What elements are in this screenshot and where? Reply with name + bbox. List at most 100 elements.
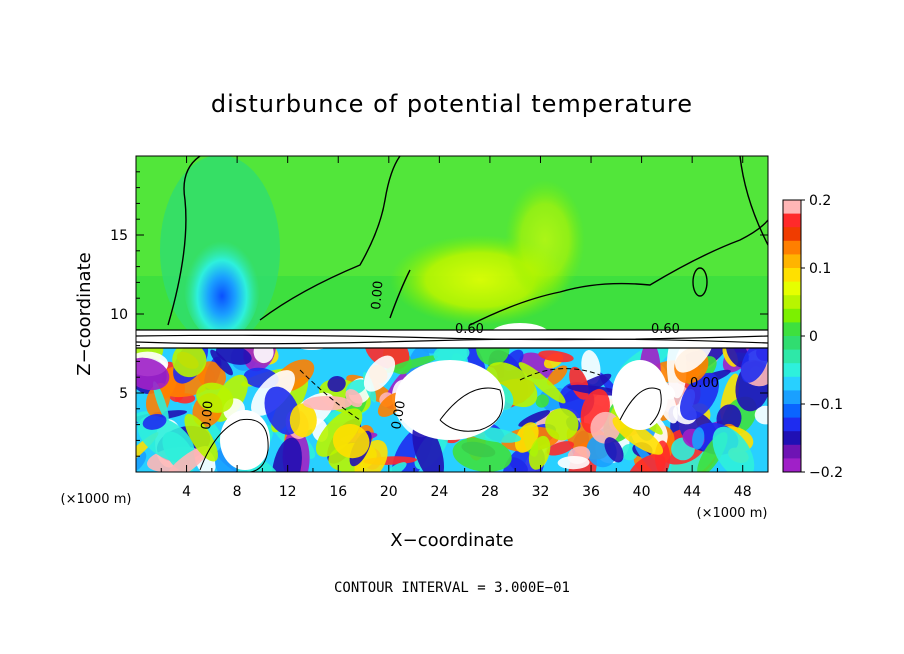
eddy [452, 437, 512, 472]
eddy [557, 455, 590, 470]
colorbar-swatch [783, 336, 801, 351]
colorbar-swatch [783, 322, 801, 337]
contour-lines-lower [199, 368, 662, 472]
colorbar-swatch [783, 254, 801, 269]
warm-eddy [395, 360, 505, 440]
eddy [546, 365, 568, 386]
contour-label: 0.60 [455, 322, 484, 337]
eddy [363, 355, 396, 392]
z-unit-label: (×1000 m) [61, 492, 132, 507]
x-tick-label: 24 [430, 484, 448, 500]
colorbar-swatch [783, 390, 801, 405]
contour-label: 0.00 [690, 376, 719, 391]
eddy [754, 405, 768, 425]
eddy [412, 420, 445, 472]
eddy [196, 382, 234, 413]
x-tick-label: 4 [182, 484, 191, 500]
colorbar-tick-label: −0.2 [809, 465, 843, 481]
eddy [345, 389, 363, 408]
x-tick-label: 36 [582, 484, 600, 500]
eddy [142, 413, 167, 430]
colorbar: 0.2 0.1 0 −0.1 −0.2 [782, 193, 843, 481]
colorbar-swatch [783, 268, 801, 283]
eddy [528, 435, 551, 470]
colorbar-swatch [783, 227, 801, 242]
colorbar-swatch [783, 444, 801, 459]
x-tick-label: 16 [329, 484, 347, 500]
colorbar-swatch [783, 349, 801, 364]
eddy [384, 462, 407, 472]
eddy [581, 350, 601, 385]
y-tick-label: 15 [110, 228, 128, 244]
x-tick-label: 44 [683, 484, 701, 500]
eddy [303, 396, 352, 411]
eddy [538, 350, 574, 363]
eddy [271, 437, 302, 472]
eddy [153, 381, 169, 422]
eddy [384, 355, 439, 373]
y-tick-label: 5 [119, 386, 128, 402]
contour-interval-annotation: CONTOUR INTERVAL = 3.000E−01 [334, 580, 570, 596]
eddy [612, 416, 664, 455]
eddy [166, 446, 210, 472]
eddy [327, 376, 346, 392]
colorbar-swatch [783, 281, 801, 296]
eddy [289, 403, 317, 438]
colorbar-tick-label: 0 [809, 329, 818, 345]
x-tick-label: 32 [532, 484, 550, 500]
eddy [210, 349, 233, 376]
colorbar-swatch [783, 376, 801, 391]
eddy [545, 408, 579, 441]
eddy [546, 441, 575, 456]
y-tick-label: 10 [110, 307, 128, 323]
y-axis-label: Z−coordinate [74, 252, 95, 375]
colorbar-swatch [783, 431, 801, 446]
warm-plume-2 [505, 180, 585, 300]
colorbar-swatch [783, 200, 801, 215]
eddy [692, 427, 705, 450]
contour-label: 0.00 [369, 280, 386, 310]
x-tick-label: 12 [279, 484, 297, 500]
x-tick-label: 28 [481, 484, 499, 500]
inversion-contours [136, 329, 768, 349]
eddy [627, 454, 666, 472]
colorbar-swatch [783, 363, 801, 378]
colorbar-tick-label: 0.1 [809, 261, 831, 277]
contour-label: 0.00 [389, 400, 409, 431]
x-tick-label: 48 [734, 484, 752, 500]
eddy [518, 410, 551, 427]
contour-label-group: 0.60 0.60 0.00 0.00 0.00 0.00 [199, 280, 719, 430]
colorbar-swatch [783, 417, 801, 432]
eddy [433, 343, 470, 365]
x-tick-label: 8 [233, 484, 242, 500]
contour-label: 0.60 [651, 322, 680, 337]
chart-title: disturbunce of potential temperature [211, 90, 693, 118]
eddy [197, 361, 226, 390]
eddy [680, 372, 719, 421]
warm-eddy [220, 410, 270, 470]
y-axis: 5 10 15 [110, 171, 768, 457]
x-axis-label: X−coordinate [390, 530, 513, 551]
eddy [332, 423, 370, 459]
plot-area [136, 156, 768, 472]
colorbar-tick-label: −0.1 [809, 397, 843, 413]
colorbar-swatch [783, 240, 801, 255]
contour-label: 0.00 [199, 400, 216, 430]
contour-lines [167, 156, 768, 326]
eddy [172, 342, 207, 378]
eddy [712, 426, 755, 472]
colorbar-swatch [783, 213, 801, 228]
x-unit-label: (×1000 m) [697, 506, 768, 521]
cool-plume [184, 230, 260, 340]
x-axis: 4 8 12 16 20 24 28 32 36 40 44 48 [160, 156, 752, 500]
colorbar-swatch [783, 308, 801, 323]
x-tick-label: 20 [380, 484, 398, 500]
colorbar-tick-label: 0.2 [809, 193, 831, 209]
x-tick-label: 40 [633, 484, 651, 500]
eddy [535, 394, 549, 408]
eddy [136, 451, 147, 472]
eddy [518, 362, 566, 404]
warm-eddy [612, 360, 668, 430]
colorbar-swatch [783, 295, 801, 310]
